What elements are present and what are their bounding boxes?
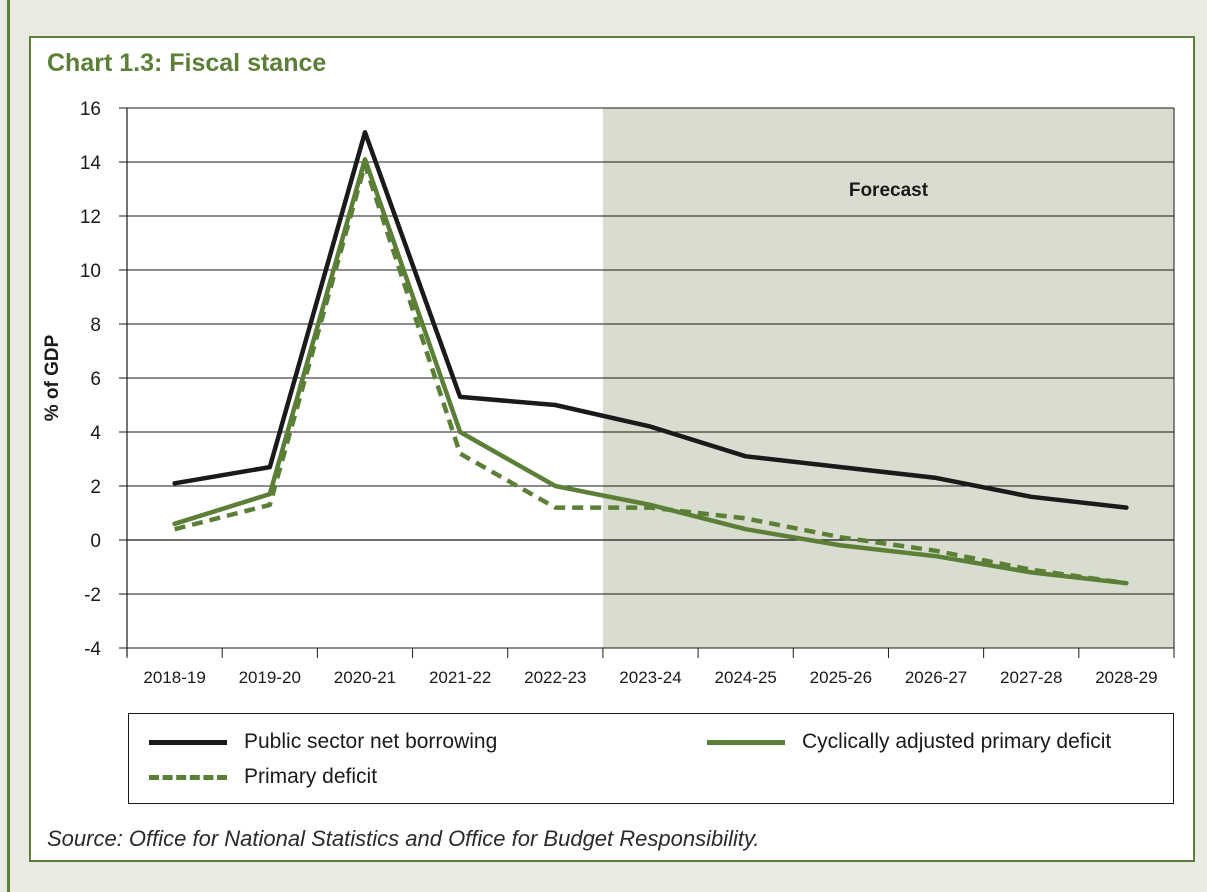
x-tick-label: 2021-22 [429,668,491,687]
series-line-cyclically-adjusted-primary-deficit [172,157,1129,586]
series-line-public-sector-net-borrowing [172,130,1129,510]
x-tick-label: 2024-25 [714,668,776,687]
y-axis-label: % of GDP [42,334,63,421]
x-tick-label: 2020-21 [334,668,396,687]
left-accent-rule [7,0,10,892]
x-tick-label: 2019-20 [239,668,301,687]
source-note: Source: Office for National Statistics a… [47,826,760,851]
x-tick-label: 2026-27 [905,668,967,687]
y-tick-label: 8 [90,315,101,336]
forecast-label: Forecast [849,180,929,201]
legend-swatch-psnb [149,739,227,745]
legend-swatch-pd [149,774,227,780]
y-tick-label: 10 [80,261,101,282]
y-tick-label: 2 [90,477,101,498]
chart-title: Chart 1.3: Fiscal stance [47,49,327,77]
x-tick-label: 2018-19 [143,668,205,687]
legend-swatch-capd [707,739,785,745]
legend-label-psnb: Public sector net borrowing [244,730,498,753]
y-tick-label: 12 [80,207,101,228]
y-tick-label: 16 [80,99,101,120]
legend-item-capd: Cyclically adjusted primary deficit [707,730,1111,754]
y-tick-label: -2 [84,585,101,606]
x-tick-label: 2027-28 [1000,668,1062,687]
y-tick-label: -4 [84,639,101,660]
legend-item-psnb: Public sector net borrowing [149,730,497,754]
legend-label-pd: Primary deficit [244,765,378,788]
x-tick-label: 2025-26 [810,668,872,687]
legend-label-capd: Cyclically adjusted primary deficit [802,730,1112,753]
x-tick-label: 2028-29 [1095,668,1157,687]
y-tick-label: 0 [90,531,101,552]
chart-legend: Public sector net borrowing Cyclically a… [128,713,1174,804]
y-tick-label: 6 [90,369,101,390]
y-tick-label: 14 [80,153,102,174]
legend-item-pd: Primary deficit [149,765,377,789]
x-tick-label: 2023-24 [619,668,681,687]
x-tick-label: 2022-23 [524,668,586,687]
y-tick-label: 4 [90,423,101,444]
